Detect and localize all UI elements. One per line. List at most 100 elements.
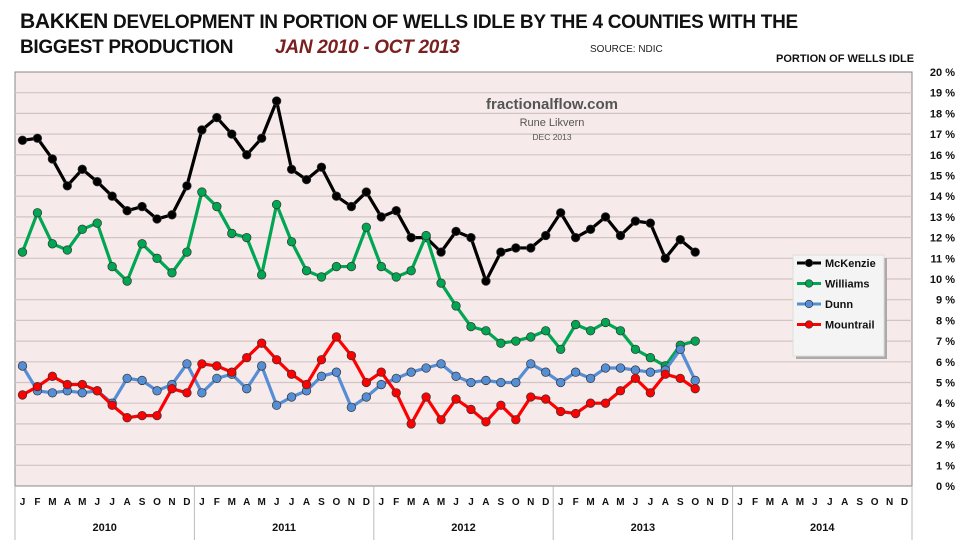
data-point — [421, 230, 431, 241]
data-point — [32, 208, 43, 218]
data-point — [511, 243, 521, 253]
data-point — [511, 377, 521, 388]
gridlines — [15, 92, 912, 466]
x-tick-label: J — [199, 497, 205, 508]
x-tick-label: J — [453, 497, 459, 508]
y-tick-label: 2 % — [936, 440, 955, 452]
data-point — [570, 367, 581, 377]
data-point — [466, 232, 476, 243]
data-point — [152, 386, 162, 396]
data-point — [122, 373, 132, 384]
data-point — [271, 400, 282, 410]
year-label: 2014 — [810, 522, 835, 534]
x-tick-label: J — [468, 497, 474, 508]
y-tick-label: 6 % — [936, 357, 955, 369]
x-tick-label: A — [124, 497, 131, 508]
data-point — [152, 253, 162, 263]
data-point — [62, 181, 72, 191]
chart-title-line1: BAKKEN DEVELOPMENT IN PORTION OF WELLS I… — [20, 10, 798, 34]
year-label: 2012 — [451, 522, 475, 534]
data-point — [556, 377, 566, 388]
data-point — [600, 317, 611, 328]
data-point — [391, 373, 401, 384]
legend-swatch-marker — [804, 320, 814, 329]
data-point — [286, 164, 297, 174]
x-tick-label: A — [482, 497, 489, 508]
data-point — [212, 201, 222, 212]
x-tick-label: N — [168, 497, 175, 508]
y-tick-label: 16 % — [930, 150, 955, 162]
legend-swatch-marker — [804, 279, 814, 288]
data-point — [660, 253, 670, 263]
series-mountrail — [17, 332, 700, 429]
x-tick-label: D — [901, 497, 908, 508]
data-point — [346, 201, 357, 212]
data-point — [421, 392, 431, 402]
data-point — [526, 332, 536, 342]
legend-swatch-marker — [804, 258, 814, 268]
legend: McKenzie Williams Dunn Mountrail — [792, 254, 887, 359]
data-point — [32, 381, 43, 392]
x-tick-label: M — [437, 497, 445, 508]
data-point — [556, 208, 566, 218]
series-line — [21, 347, 697, 409]
data-point — [511, 336, 521, 346]
data-point — [541, 326, 551, 336]
x-tick-label: J — [648, 497, 654, 508]
data-point — [286, 237, 297, 247]
y-tick-label: 10 % — [930, 274, 955, 286]
x-tick-label: S — [318, 497, 325, 508]
data-point — [570, 232, 581, 243]
data-point — [556, 344, 566, 355]
series-dunn — [17, 344, 700, 412]
x-tick-label: D — [363, 497, 370, 508]
year-label: 2013 — [631, 522, 655, 534]
data-point — [615, 326, 626, 336]
legend-box — [792, 254, 885, 357]
data-point — [316, 371, 327, 381]
y-tick-label: 13 % — [930, 212, 955, 224]
data-point — [47, 371, 58, 381]
x-tick-label: F — [573, 497, 579, 508]
data-point — [481, 417, 491, 427]
data-point — [77, 164, 87, 174]
data-point — [361, 222, 371, 232]
y-tick-label: 12 % — [930, 233, 955, 245]
data-point — [585, 398, 596, 408]
legend-item-mckenzie: McKenzie — [797, 258, 876, 270]
data-point — [77, 379, 87, 390]
x-tick-label: J — [289, 497, 295, 508]
data-point — [361, 377, 371, 388]
data-point — [436, 359, 446, 369]
x-tick-label: J — [274, 497, 280, 508]
data-point — [585, 224, 596, 234]
source-label: SOURCE: NDIC — [590, 44, 663, 55]
x-tick-label: N — [527, 497, 534, 508]
x-tick-label: A — [423, 497, 430, 508]
x-tick-label: A — [243, 497, 250, 508]
y-axis-ticks: 0 % 1 % 2 % 3 % 4 % 5 % 6 % 7 % 8 % 9 % 10 % 11 % 12… — [930, 67, 955, 493]
data-point — [600, 363, 611, 373]
data-point — [436, 415, 446, 425]
data-point — [242, 353, 252, 363]
data-point — [526, 243, 536, 253]
title-rest: DEVELOPMENT IN PORTION OF WELLS IDLE BY … — [108, 12, 798, 33]
data-point — [481, 276, 491, 286]
legend-item-williams: Williams — [797, 279, 870, 291]
data-point — [630, 344, 641, 355]
data-point — [77, 388, 87, 398]
data-point — [451, 226, 461, 237]
data-point — [496, 400, 506, 410]
y-tick-label: 1 % — [936, 460, 955, 472]
data-point — [122, 413, 132, 423]
data-point — [301, 379, 312, 390]
data-point — [182, 359, 192, 369]
data-point — [451, 301, 461, 311]
x-tick-label: J — [633, 497, 639, 508]
data-point — [17, 247, 28, 257]
data-point — [301, 174, 312, 185]
data-point — [92, 177, 102, 187]
y-tick-label: 5 % — [936, 378, 955, 390]
watermark-site: fractionalflow.com — [486, 96, 618, 113]
y-tick-label: 7 % — [936, 336, 955, 348]
